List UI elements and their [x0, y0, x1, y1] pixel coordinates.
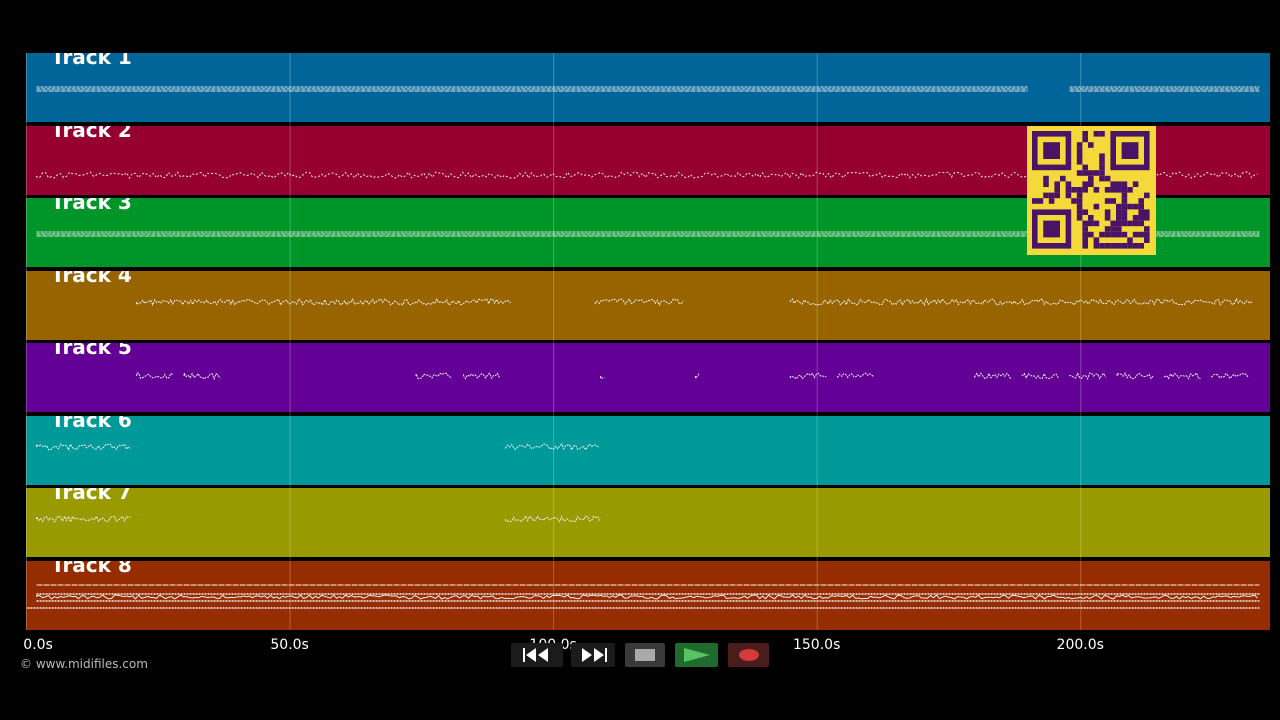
- note-lane: [136, 371, 1249, 381]
- note-segment: [789, 297, 1253, 306]
- rewind-button[interactable]: [511, 643, 563, 667]
- note-segment: [505, 442, 600, 451]
- note-lane: [36, 514, 601, 524]
- note-lane: [26, 584, 1260, 609]
- note-lane: [36, 86, 1260, 92]
- note-segment: [789, 372, 827, 380]
- stop-button[interactable]: [625, 643, 665, 667]
- note-segment: [1116, 372, 1154, 380]
- note-segment: [36, 514, 131, 524]
- note-segment: [36, 442, 131, 451]
- tick-label: 200.0s: [1056, 637, 1104, 653]
- note-segment: [36, 231, 1260, 237]
- note-segment: [600, 376, 605, 380]
- track-label: Track 3: [51, 198, 132, 214]
- track-4[interactable]: Track 4: [26, 270, 1270, 340]
- record-button[interactable]: [728, 643, 769, 667]
- track-label: Track 1: [51, 53, 132, 69]
- rewind-icon: [523, 648, 548, 662]
- note-segment: [1021, 372, 1059, 380]
- note-segment: [183, 371, 221, 381]
- track-8[interactable]: Track 8: [26, 560, 1270, 630]
- note-segment: [463, 372, 500, 380]
- note-segment: [36, 86, 1028, 92]
- track-5[interactable]: Track 5: [26, 343, 1270, 412]
- track-label: Track 2: [51, 125, 132, 142]
- play-button[interactable]: [675, 643, 718, 667]
- track-1[interactable]: Track 1: [26, 53, 1270, 122]
- record-icon: [738, 649, 759, 661]
- note-segment: [1164, 372, 1201, 380]
- track-label: Track 5: [51, 343, 132, 359]
- note-segment: [136, 372, 173, 380]
- note-lane: [36, 231, 1260, 237]
- qr-code-icon: [1027, 126, 1156, 255]
- stop-icon: [635, 649, 655, 661]
- note-segment: [1069, 372, 1107, 380]
- track-7[interactable]: Track 7: [26, 488, 1270, 557]
- play-icon: [683, 648, 710, 662]
- track-label: Track 8: [51, 560, 132, 577]
- copyright-text: © www.midifiles.com: [20, 657, 148, 671]
- note-segment: [837, 372, 875, 379]
- tick-label: 50.0s: [270, 637, 309, 653]
- note-segment: [415, 372, 453, 380]
- note-segment: [1211, 372, 1249, 380]
- track-6[interactable]: Track 6: [26, 415, 1270, 485]
- track-label: Track 6: [51, 415, 132, 432]
- note-segment: [1069, 86, 1260, 92]
- track-label: Track 4: [51, 270, 132, 287]
- fast-forward-button[interactable]: [571, 643, 615, 667]
- note-lane: [36, 442, 600, 451]
- note-segment: [974, 372, 1012, 380]
- note-segment: [26, 584, 1260, 609]
- note-segment: [505, 515, 601, 523]
- tick-label: 150.0s: [792, 637, 841, 653]
- note-segment: [694, 372, 700, 380]
- note-segment: [594, 297, 684, 306]
- track-label: Track 7: [51, 488, 132, 504]
- tick-label: 0.0s: [23, 637, 53, 653]
- note-lane: [136, 297, 1253, 306]
- fast-forward-icon: [582, 648, 607, 662]
- note-segment: [136, 297, 512, 306]
